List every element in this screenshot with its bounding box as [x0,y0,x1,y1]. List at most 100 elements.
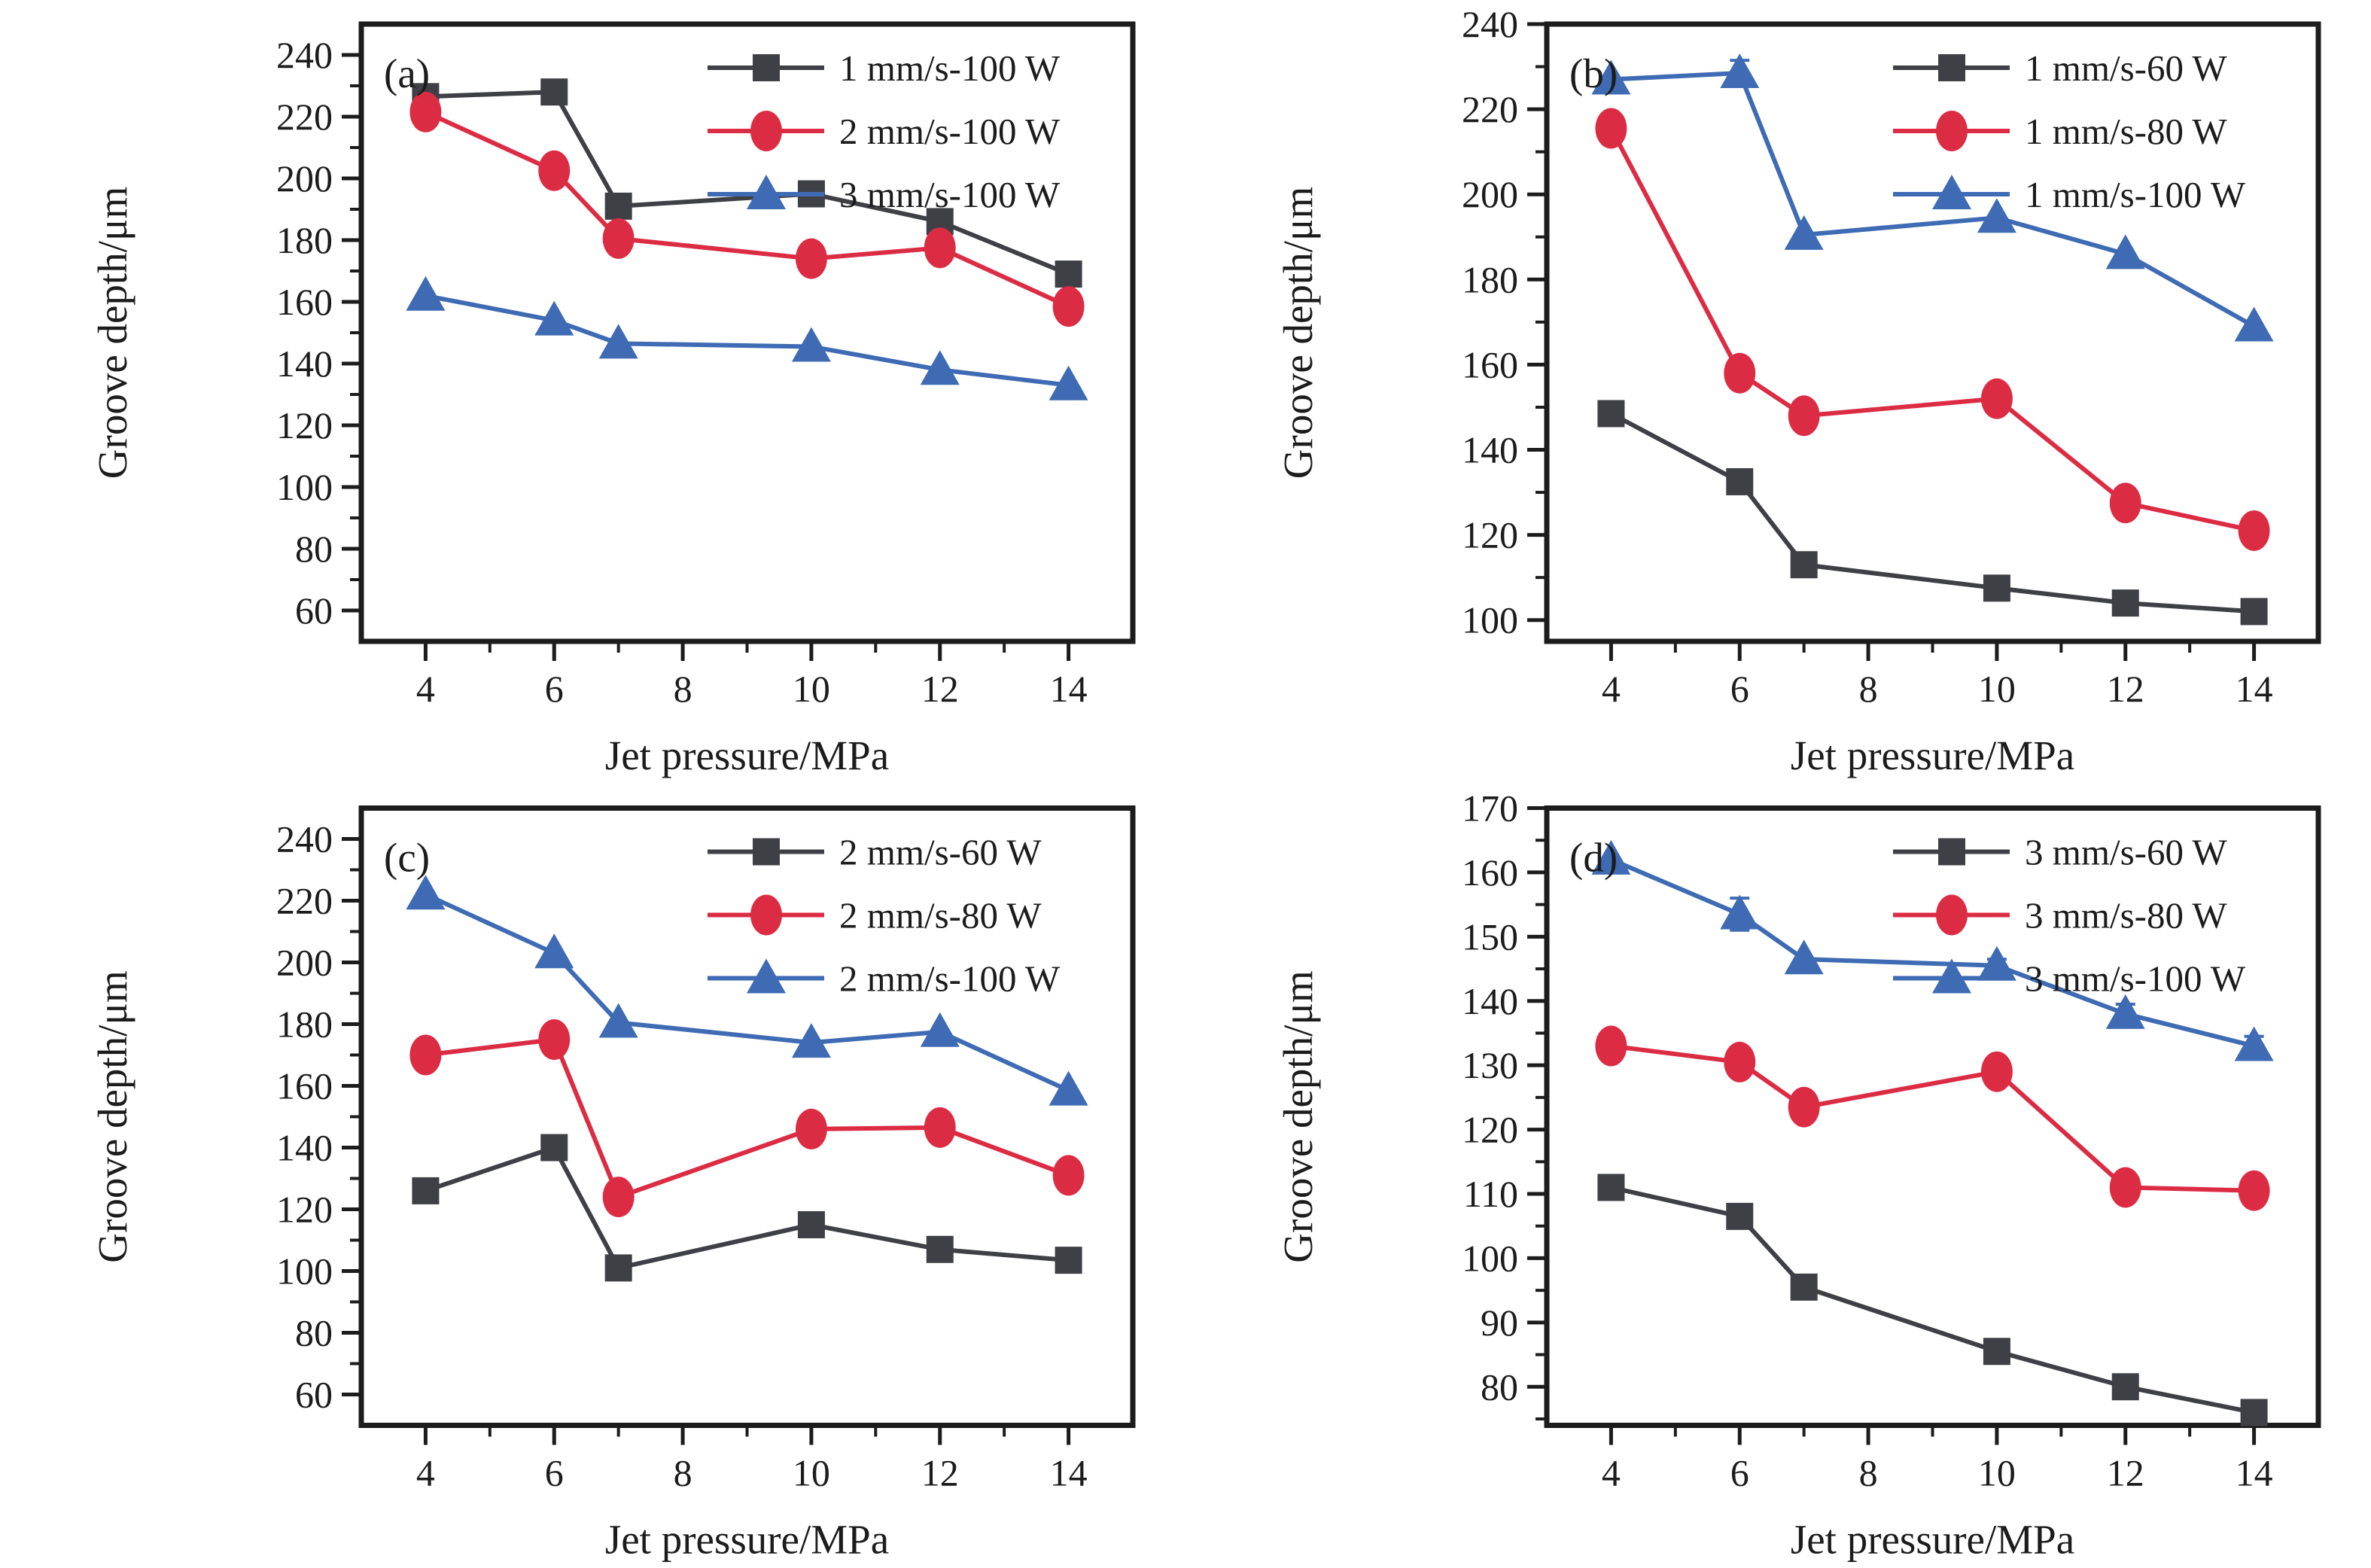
legend-label: 2 mm/s-100 W [839,958,1061,1000]
y-tick-label: 180 [1462,258,1518,300]
legend-label: 1 mm/s-100 W [2025,174,2246,215]
legend-entry: 1 mm/s-60 W [1893,47,2227,89]
x-tick-label: 10 [1978,1452,2016,1494]
data-point-marker [1049,1070,1088,1106]
data-point-marker [538,150,571,191]
legend-label: 3 mm/s-100 W [2025,958,2246,1000]
data-point-marker [2240,1399,2268,1426]
legend-label: 3 mm/s-100 W [839,174,1061,215]
y-tick-label: 80 [295,1312,333,1354]
data-point-marker [1724,1041,1756,1082]
x-axis-title: Jet pressure/MPa [1791,1517,2074,1563]
data-point-marker [2238,510,2270,551]
data-point-marker [920,350,960,385]
x-tick-label: 14 [1050,1452,1088,1494]
x-axis-title: Jet pressure/MPa [1791,732,2074,778]
x-axis-title: Jet pressure/MPa [605,1517,889,1563]
series-3-mm-s-60-w [1597,1174,2268,1426]
data-point-marker [1052,1155,1085,1196]
y-tick-label: 160 [276,1065,333,1107]
x-tick-label: 8 [1859,668,1878,710]
data-point-marker [1591,59,1631,95]
data-point-marker [540,1134,568,1162]
legend-entry: 2 mm/s-100 W [708,958,1061,1000]
legend-marker [1938,54,1965,81]
data-point-marker [1784,215,1824,250]
y-tick-label: 150 [1462,915,1518,958]
chart-panel-a: 4 6 8 10 12 14 60 80 100 120 140 160 180 200 220 240 1 m… [90,21,1136,778]
series-1-mm-s-100-w [1591,53,2274,342]
data-point-marker [1720,53,1760,89]
legend-entry: 3 mm/s-60 W [1893,832,2227,873]
y-tick-label: 140 [1462,980,1518,1022]
data-point-marker [1726,1202,1754,1230]
data-point-marker [598,324,638,359]
data-point-marker [409,1034,442,1076]
data-point-marker [1983,574,2010,602]
x-tick-label: 4 [1602,1452,1621,1494]
y-tick-label: 180 [276,219,333,261]
data-point-marker [1595,108,1627,149]
x-tick-label: 14 [2236,1452,2273,1494]
data-point-marker [1790,1273,1818,1301]
panel-letter-label: (a) [384,50,430,96]
y-tick-label: 200 [276,942,333,984]
data-point-marker [791,1023,831,1058]
data-point-marker [604,192,632,220]
data-point-marker [534,933,574,969]
series-line [1611,70,2256,329]
data-point-marker [920,1012,960,1047]
x-tick-label: 4 [416,1452,435,1494]
legend-marker [753,838,780,866]
y-tick-label: 120 [276,404,333,446]
legend-marker [1936,111,1968,151]
series-line [425,1037,1070,1200]
legend: 1 mm/s-60 W 1 mm/s-80 W 1 mm/s-100 W [1893,47,2246,215]
data-point-marker [406,276,446,311]
x-tick-label: 12 [921,668,959,710]
legend-label: 2 mm/s-80 W [839,895,1042,936]
legend-marker [747,958,786,994]
series-line [425,110,1070,309]
y-tick-label: 100 [276,1250,333,1292]
x-tick-label: 4 [1602,668,1621,710]
x-tick-label: 10 [1978,668,2016,710]
legend: 3 mm/s-60 W 3 mm/s-80 W 3 mm/s-100 W [1893,832,2246,1000]
y-tick-label: 160 [1462,851,1518,894]
data-point-marker [1784,939,1824,975]
x-tick-label: 10 [793,1452,830,1494]
data-point-marker [1980,378,2013,419]
series-3-mm-s-80-w [1595,1025,2270,1211]
data-point-marker [791,327,831,362]
data-point-marker [1052,286,1085,327]
data-point-marker [1055,1247,1082,1274]
data-point-marker [406,875,446,910]
chart-panel-c: 4 6 8 10 12 14 60 80 100 120 140 160 180 200 220 240 2 m… [90,805,1136,1563]
legend-entry: 2 mm/s-100 W [708,111,1061,152]
x-tick-label: 6 [1730,668,1749,710]
x-tick-label: 12 [921,1452,959,1494]
data-point-marker [1724,352,1756,394]
data-point-marker [1055,260,1082,288]
y-axis-title: Groove depth/μm [90,970,135,1262]
y-tick-label: 240 [1462,3,1518,45]
series-line [1610,857,2255,1049]
data-point-marker [540,78,568,106]
series-line [425,293,1069,388]
y-axis-title: Groove depth/μm [1275,187,1321,479]
data-point-marker [2111,589,2139,617]
x-tick-label: 6 [545,1452,564,1494]
data-point-marker [2105,234,2145,269]
legend-entry: 2 mm/s-80 W [708,894,1042,936]
data-point-marker [1788,395,1820,437]
data-point-marker [1977,198,2016,233]
y-tick-label: 120 [1462,1109,1518,1151]
y-tick-label: 140 [1462,429,1518,471]
data-point-marker [1790,551,1818,579]
y-tick-label: 240 [276,34,333,76]
legend: 1 mm/s-100 W 2 mm/s-100 W 3 mm/s-100 W [708,47,1061,215]
data-point-marker [538,1019,571,1060]
legend-marker [1936,894,1968,936]
